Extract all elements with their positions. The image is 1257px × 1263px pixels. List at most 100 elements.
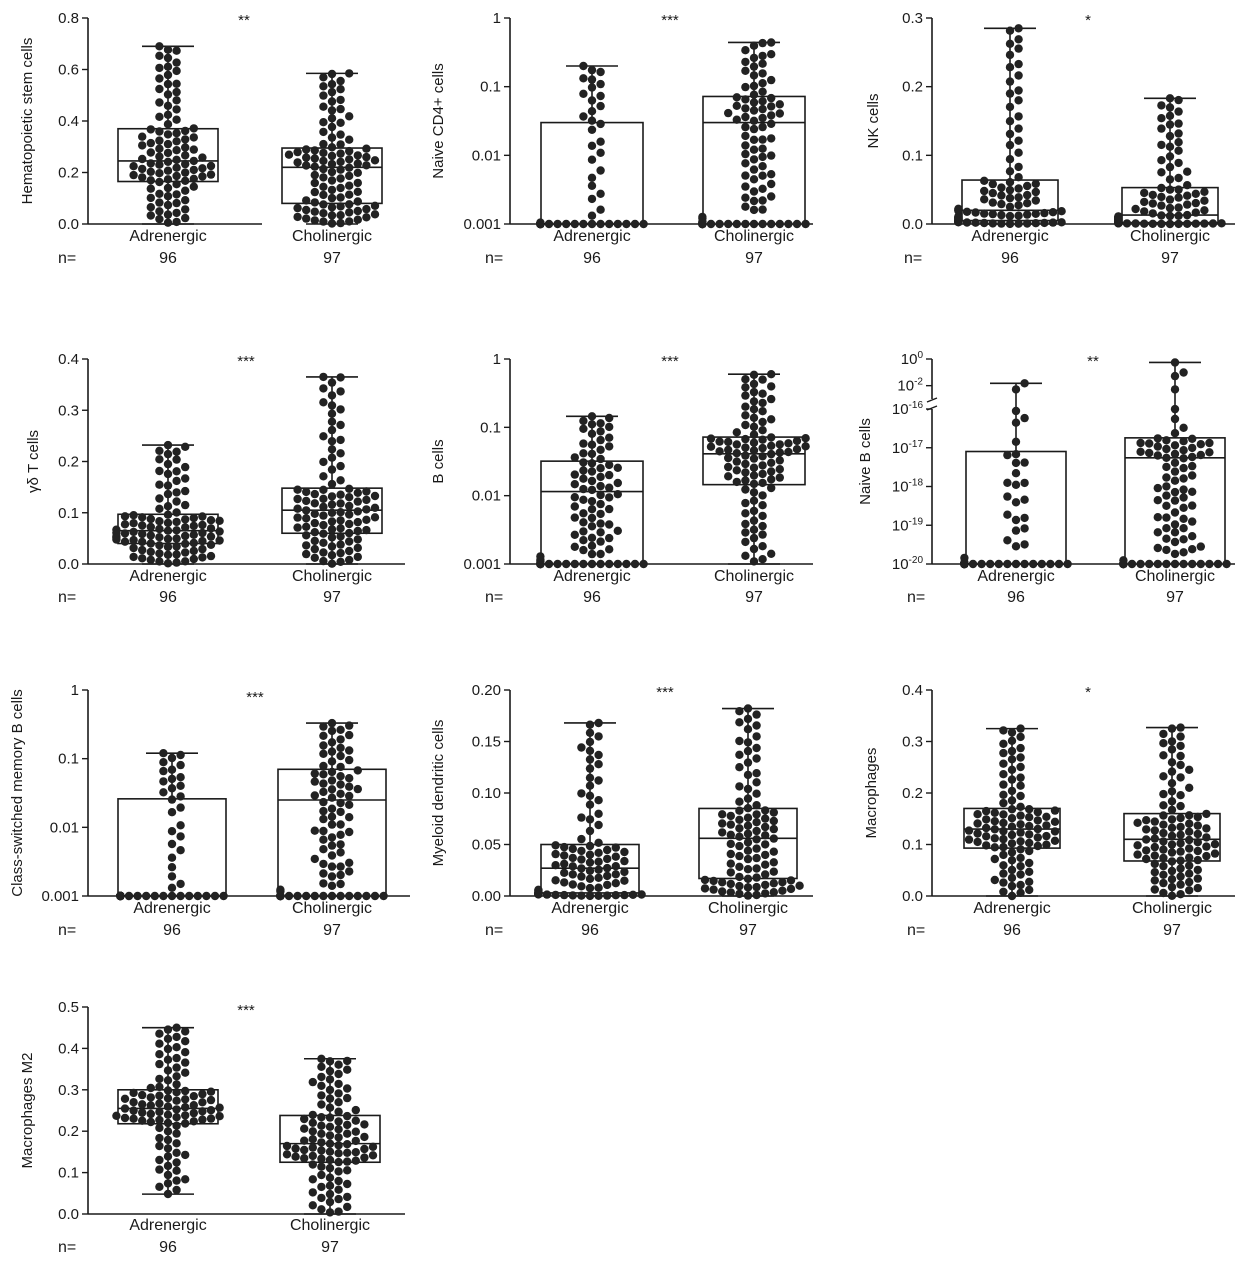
data-point [353, 215, 362, 224]
y-tick-label: 10-17 [892, 439, 924, 457]
data-point [1202, 824, 1211, 833]
y-tick-label: 0.01 [472, 147, 501, 164]
data-point [310, 528, 319, 537]
data-point [1193, 838, 1203, 847]
data-point [172, 1121, 181, 1130]
data-point [163, 1152, 173, 1161]
data-point [587, 173, 597, 182]
data-point [587, 125, 597, 134]
y-tick-label: 0.2 [58, 165, 79, 182]
data-point [325, 1075, 335, 1084]
data-point [990, 854, 999, 864]
data-point [758, 501, 767, 510]
data-point [206, 532, 216, 541]
data-point [181, 442, 190, 451]
data-point [973, 829, 982, 838]
data-point [767, 93, 776, 103]
data-point [700, 875, 710, 885]
data-point [579, 466, 588, 475]
data-point [181, 176, 190, 185]
data-point [1165, 152, 1175, 161]
data-point [360, 1132, 369, 1142]
data-point [605, 483, 614, 492]
data-point [622, 219, 631, 229]
data-point [784, 219, 793, 229]
data-point [775, 440, 784, 449]
n-value: 96 [583, 250, 601, 267]
data-point [317, 1100, 326, 1109]
data-point [317, 1054, 326, 1064]
data-point [310, 536, 319, 546]
data-point [594, 809, 603, 818]
data-point [1153, 559, 1163, 569]
data-point [749, 557, 759, 566]
data-point [767, 441, 776, 450]
data-point [1202, 833, 1211, 842]
data-point [181, 159, 190, 169]
data-point [302, 196, 311, 205]
data-point [163, 526, 173, 535]
data-point [302, 145, 311, 154]
data-point [336, 165, 345, 174]
data-point [749, 145, 759, 154]
y-tick-label: 0.00 [472, 888, 501, 905]
data-point [310, 178, 319, 188]
data-point [351, 1116, 360, 1125]
data-point [767, 483, 776, 493]
data-point [1133, 850, 1142, 859]
data-point [706, 434, 716, 443]
data-point [551, 841, 560, 850]
chart-panel: 0.00.10.20.3NK cells*Adrenergic96Choline… [865, 10, 1235, 267]
y-tick-label: 0.5 [58, 999, 79, 1016]
data-point [336, 725, 345, 734]
data-point [282, 1150, 292, 1159]
data-point [172, 171, 181, 181]
data-point [1016, 732, 1025, 742]
data-point [962, 207, 972, 216]
data-point [767, 475, 776, 484]
data-point [980, 209, 989, 218]
data-point [630, 219, 640, 229]
data-point [613, 526, 622, 535]
data-point [596, 490, 605, 500]
data-point [579, 474, 588, 483]
data-point [594, 760, 603, 769]
data-point [198, 1115, 207, 1124]
data-point [735, 872, 744, 882]
data-point [336, 524, 345, 533]
data-point [138, 173, 147, 182]
data-point [336, 85, 345, 94]
data-point [327, 133, 337, 142]
data-point [1179, 514, 1188, 523]
data-point [343, 1120, 352, 1130]
data-point [536, 552, 545, 561]
data-point [758, 542, 767, 551]
data-point [587, 141, 597, 150]
data-point [343, 1166, 352, 1175]
data-point [732, 219, 741, 229]
data-point [1031, 219, 1041, 228]
data-point [749, 219, 759, 229]
data-point [150, 891, 159, 901]
data-point [1007, 865, 1017, 875]
y-tick-label: 0.20 [472, 682, 501, 699]
data-point [1176, 801, 1185, 811]
data-point [752, 810, 761, 819]
data-point [1222, 559, 1231, 569]
significance-label: *** [237, 1002, 255, 1019]
data-point [767, 370, 776, 379]
data-point [319, 118, 328, 127]
data-point [639, 219, 648, 229]
y-tick-label: 10-18 [892, 478, 924, 496]
data-point [741, 528, 750, 537]
data-point [603, 880, 612, 890]
data-point [327, 114, 337, 123]
data-point [336, 848, 345, 857]
data-point [605, 460, 614, 470]
data-point [336, 830, 345, 839]
data-point [611, 870, 620, 879]
data-point [163, 183, 173, 193]
data-point [308, 1077, 317, 1087]
data-point [1145, 448, 1154, 458]
